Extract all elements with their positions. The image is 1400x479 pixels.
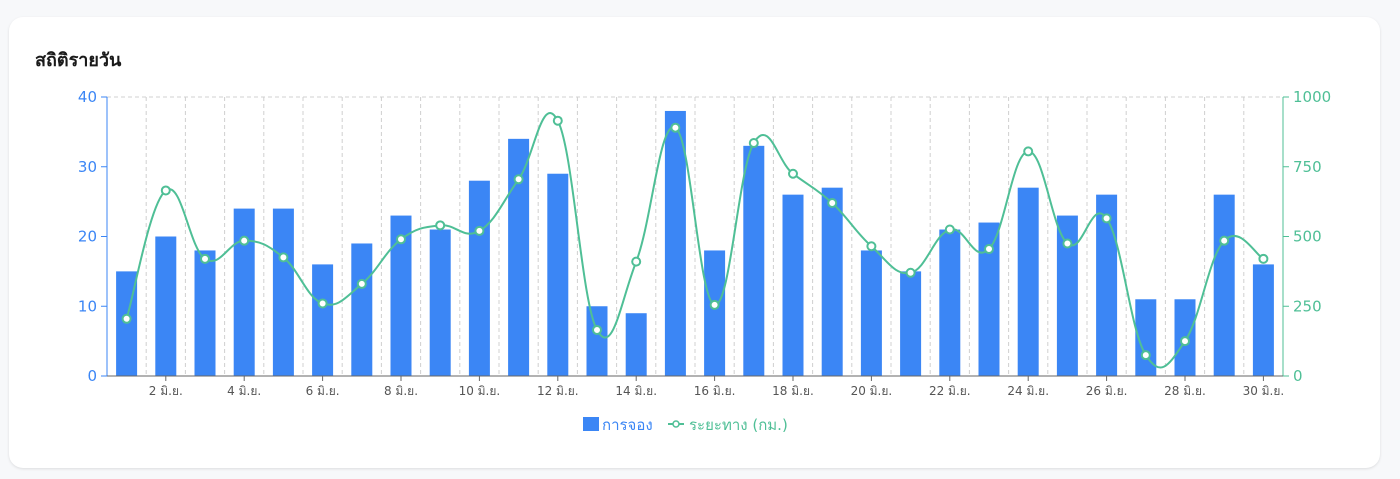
bar-bookings xyxy=(821,187,843,376)
x-tick-label: 16 มิ.ย. xyxy=(694,384,736,398)
point-distance xyxy=(1219,235,1230,246)
legend-label-distance: ระยะทาง (กม.) xyxy=(689,416,788,434)
x-tick-label: 4 มิ.ย. xyxy=(227,384,261,398)
x-tick-label: 14 มิ.ย. xyxy=(615,384,657,398)
point-distance xyxy=(356,278,367,289)
bar-bookings xyxy=(939,229,961,376)
point-distance xyxy=(709,299,720,310)
bar-bookings xyxy=(468,180,490,376)
y-right-tick-label: 1000 xyxy=(1293,88,1331,106)
bar-bookings xyxy=(625,313,647,376)
x-tick-label: 12 มิ.ย. xyxy=(537,384,579,398)
bar-bookings xyxy=(351,243,373,376)
bar-bookings xyxy=(312,264,334,376)
bar-bookings xyxy=(586,306,608,376)
legend-label-bookings: การจอง xyxy=(602,416,653,434)
card-title: สถิติรายวัน xyxy=(35,50,122,71)
x-tick-label: 2 มิ.ย. xyxy=(149,384,183,398)
y-right-tick-label: 500 xyxy=(1293,228,1322,246)
point-distance xyxy=(905,267,916,278)
bar-bookings xyxy=(782,194,804,376)
point-distance xyxy=(1258,253,1269,264)
point-distance xyxy=(1062,238,1073,249)
y-left-tick-label: 30 xyxy=(78,158,97,176)
bar-bookings xyxy=(1252,264,1274,376)
bar-bookings xyxy=(664,110,686,376)
point-distance xyxy=(396,234,406,245)
point-distance xyxy=(552,115,563,126)
bar-bookings xyxy=(1017,187,1039,376)
bar-bookings xyxy=(743,145,765,376)
point-distance xyxy=(1101,213,1112,224)
y-right-tick-label: 250 xyxy=(1293,297,1322,315)
x-tick-label: 22 มิ.ย. xyxy=(929,384,971,398)
bar-bookings xyxy=(155,236,177,376)
bar-bookings xyxy=(860,250,882,376)
y-right-tick-label: 0 xyxy=(1293,367,1303,385)
x-tick-label: 30 มิ.ย. xyxy=(1243,384,1285,398)
y-left-tick-label: 0 xyxy=(87,367,97,385)
y-left-tick-label: 10 xyxy=(78,297,97,315)
point-distance xyxy=(435,220,446,231)
legend-swatch-distance-point xyxy=(672,420,680,428)
y-right-tick-label: 750 xyxy=(1293,158,1322,176)
point-distance xyxy=(827,198,838,209)
point-distance xyxy=(944,224,955,235)
point-distance xyxy=(278,252,289,263)
x-tick-label: 18 มิ.ย. xyxy=(772,384,814,398)
x-tick-label: 6 มิ.ย. xyxy=(306,384,340,398)
bar-bookings xyxy=(390,215,412,376)
bar-bookings xyxy=(1213,194,1235,376)
point-distance xyxy=(592,324,602,335)
bar-bookings xyxy=(900,271,922,376)
x-tick-label: 26 มิ.ย. xyxy=(1086,384,1128,398)
point-distance xyxy=(200,253,210,264)
bar-bookings xyxy=(1056,215,1078,376)
point-distance xyxy=(670,122,681,133)
point-distance xyxy=(1140,350,1151,361)
bar-bookings xyxy=(978,222,1000,376)
point-distance xyxy=(317,298,328,309)
bar-bookings xyxy=(1096,194,1118,376)
point-distance xyxy=(866,241,877,252)
bar-bookings xyxy=(194,250,216,376)
point-distance xyxy=(1180,336,1190,347)
point-distance xyxy=(160,185,171,196)
bar-bookings xyxy=(233,208,255,376)
legend-swatch-bookings xyxy=(583,417,599,431)
point-distance xyxy=(748,138,759,149)
x-tick-label: 10 มิ.ย. xyxy=(459,384,501,398)
point-distance xyxy=(239,235,250,246)
point-distance xyxy=(121,313,132,324)
point-distance xyxy=(631,256,642,267)
bar-bookings xyxy=(508,138,530,376)
point-distance xyxy=(474,225,485,236)
bar-bookings xyxy=(547,173,569,376)
point-distance xyxy=(513,174,524,185)
y-left-tick-label: 40 xyxy=(78,88,97,106)
point-distance xyxy=(788,168,798,179)
x-tick-label: 8 มิ.ย. xyxy=(384,384,418,398)
bar-bookings xyxy=(272,208,294,376)
bar-bookings xyxy=(704,250,726,376)
point-distance xyxy=(984,244,994,255)
bar-bookings xyxy=(1135,299,1157,376)
x-tick-label: 20 มิ.ย. xyxy=(851,384,893,398)
point-distance xyxy=(1023,146,1034,157)
y-left-tick-label: 20 xyxy=(78,228,97,246)
x-tick-label: 24 มิ.ย. xyxy=(1007,384,1049,398)
bar-bookings xyxy=(429,229,451,376)
x-tick-label: 28 มิ.ย. xyxy=(1164,384,1206,398)
